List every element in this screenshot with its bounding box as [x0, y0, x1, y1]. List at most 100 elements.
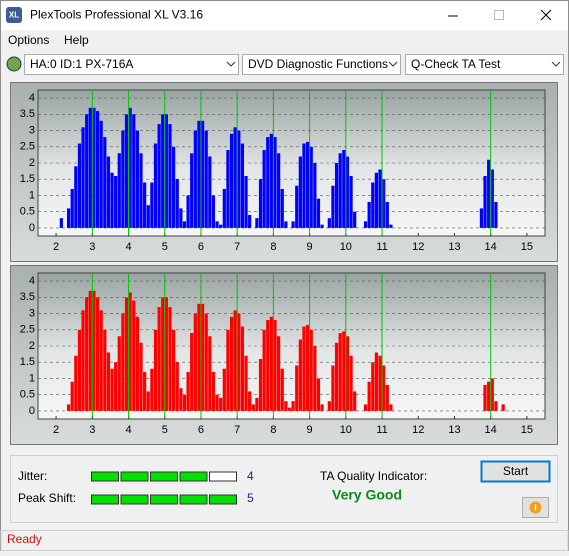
bar: [193, 130, 197, 228]
bar: [77, 143, 82, 228]
start-button[interactable]: [480, 460, 551, 483]
x-tick-label: 8: [270, 424, 276, 436]
bar: [338, 333, 342, 411]
bar: [501, 404, 505, 411]
bar: [70, 381, 74, 411]
bar: [342, 150, 346, 228]
bar: [334, 163, 339, 228]
bar: [244, 355, 248, 411]
bar: [313, 163, 317, 228]
bar: [204, 130, 208, 228]
bar: [99, 310, 103, 411]
bar: [316, 198, 321, 228]
bar: [237, 130, 241, 228]
bar: [389, 224, 393, 228]
bar: [106, 156, 111, 228]
x-tick-label: 12: [412, 424, 424, 436]
bar: [378, 355, 382, 411]
x-tick-label: 3: [89, 241, 95, 253]
bar: [208, 156, 212, 228]
x-tick-label: 6: [198, 424, 204, 436]
x-tick-label: 11: [376, 241, 387, 253]
bar: [233, 310, 237, 411]
bar: [374, 172, 379, 228]
x-tick-label: 11: [376, 424, 387, 436]
bar: [280, 368, 284, 411]
bar: [153, 143, 158, 228]
y-tick-label: 3.5: [20, 108, 35, 120]
bar: [309, 146, 313, 228]
menu-item[interactable]: Help: [64, 33, 89, 47]
function-select[interactable]: [242, 54, 401, 75]
bar: [240, 143, 245, 228]
bar: [171, 146, 176, 228]
meter-block: [209, 471, 237, 482]
bar: [327, 401, 331, 411]
bar: [487, 381, 491, 411]
bar: [349, 175, 353, 228]
drive-select[interactable]: [24, 54, 239, 75]
meter-block: [209, 494, 237, 505]
dropdown-arrow: [551, 61, 561, 67]
y-tick-label: 1.5: [20, 173, 35, 185]
y-tick-label: 4: [29, 92, 35, 104]
close-button[interactable]: [540, 9, 552, 21]
y-tick-label: 2: [29, 340, 35, 352]
bar: [233, 127, 237, 228]
bar: [219, 397, 223, 411]
x-tick-label: 6: [198, 241, 204, 253]
y-tick-label: 0: [29, 405, 35, 417]
maximize-button[interactable]: [494, 10, 504, 20]
bar: [334, 342, 339, 411]
test-select[interactable]: [405, 54, 564, 75]
bar: [211, 195, 216, 228]
y-tick-label: 0.5: [20, 389, 35, 401]
meter-block: [179, 471, 208, 482]
bar: [479, 208, 484, 228]
bar: [182, 394, 187, 411]
meter-block: [120, 494, 149, 505]
bar: [331, 185, 335, 228]
bar: [262, 150, 266, 228]
bar: [327, 218, 331, 228]
function-select-text: DVD Diagnostic Functions: [248, 57, 388, 71]
bar: [309, 329, 313, 411]
bar: [494, 201, 498, 228]
bar: [302, 143, 306, 228]
meter-block: [91, 494, 119, 505]
bar: [74, 166, 78, 228]
x-tick-label: 14: [485, 424, 497, 436]
x-tick-label: 10: [340, 241, 352, 253]
peak-shift-label: Peak Shift:: [18, 491, 76, 505]
bar: [197, 303, 201, 411]
menu-item[interactable]: Options: [8, 33, 49, 47]
bar: [345, 156, 350, 228]
bar: [229, 133, 234, 228]
app-icon-text: XL: [9, 11, 19, 20]
bar: [222, 188, 226, 228]
bar: [305, 324, 310, 411]
window-title: PlexTools Professional XL V3.16: [30, 8, 203, 22]
bar: [244, 175, 248, 228]
bar: [316, 378, 321, 411]
y-tick-label: 2: [29, 157, 35, 169]
bar: [132, 300, 136, 411]
bar: [88, 107, 92, 228]
bar: [226, 329, 230, 411]
bar: [85, 297, 89, 411]
bar: [190, 153, 194, 228]
bar: [132, 114, 136, 228]
y-tick-label: 2.5: [20, 324, 35, 336]
bar: [382, 179, 386, 228]
y-tick-label: 4: [29, 275, 35, 287]
x-tick-label: 5: [162, 424, 168, 436]
bar: [146, 391, 150, 411]
drive-icon: [6, 56, 22, 72]
bar: [92, 107, 96, 228]
bar: [345, 336, 350, 411]
bar: [291, 401, 295, 411]
y-tick-label: 0.5: [20, 206, 35, 218]
bar: [157, 307, 161, 411]
